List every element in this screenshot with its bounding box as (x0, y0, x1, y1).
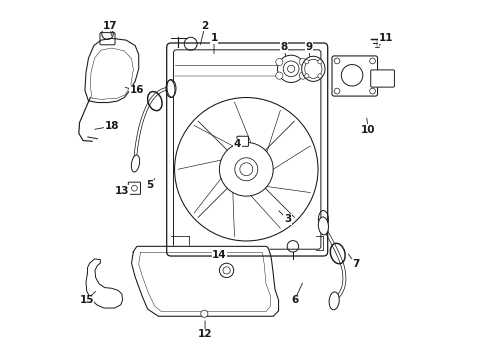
Text: 7: 7 (351, 259, 359, 269)
Text: 18: 18 (104, 121, 119, 131)
Circle shape (317, 74, 322, 78)
Text: 3: 3 (284, 215, 290, 224)
Circle shape (299, 72, 306, 79)
Ellipse shape (328, 292, 339, 310)
Ellipse shape (131, 155, 140, 172)
Text: 16: 16 (129, 85, 144, 95)
Text: 12: 12 (198, 329, 212, 339)
Text: 5: 5 (145, 180, 153, 190)
FancyBboxPatch shape (237, 136, 248, 146)
Text: 14: 14 (212, 250, 226, 260)
Text: 2: 2 (201, 21, 208, 31)
Circle shape (299, 58, 306, 66)
Ellipse shape (301, 56, 325, 81)
Circle shape (304, 59, 308, 64)
Text: 10: 10 (360, 125, 375, 135)
Ellipse shape (318, 217, 328, 235)
Text: 11: 11 (378, 33, 393, 43)
Polygon shape (86, 259, 122, 308)
Polygon shape (131, 246, 278, 316)
Text: 15: 15 (79, 295, 94, 305)
Text: 9: 9 (305, 42, 312, 52)
Ellipse shape (166, 80, 175, 97)
Text: 17: 17 (102, 21, 117, 31)
Circle shape (317, 59, 322, 64)
Circle shape (219, 263, 233, 278)
Circle shape (369, 58, 375, 64)
Circle shape (275, 72, 283, 79)
FancyBboxPatch shape (331, 56, 377, 96)
FancyBboxPatch shape (370, 70, 394, 87)
FancyBboxPatch shape (128, 182, 140, 194)
Circle shape (304, 74, 308, 78)
Circle shape (333, 88, 339, 94)
Text: 13: 13 (114, 186, 129, 196)
Circle shape (275, 58, 283, 66)
Circle shape (369, 88, 375, 94)
Polygon shape (85, 39, 139, 103)
Circle shape (201, 310, 207, 318)
Circle shape (333, 58, 339, 64)
Text: 4: 4 (233, 139, 241, 149)
Text: 6: 6 (290, 295, 298, 305)
Text: 1: 1 (210, 33, 217, 43)
Circle shape (277, 55, 304, 82)
Text: 8: 8 (280, 42, 287, 52)
